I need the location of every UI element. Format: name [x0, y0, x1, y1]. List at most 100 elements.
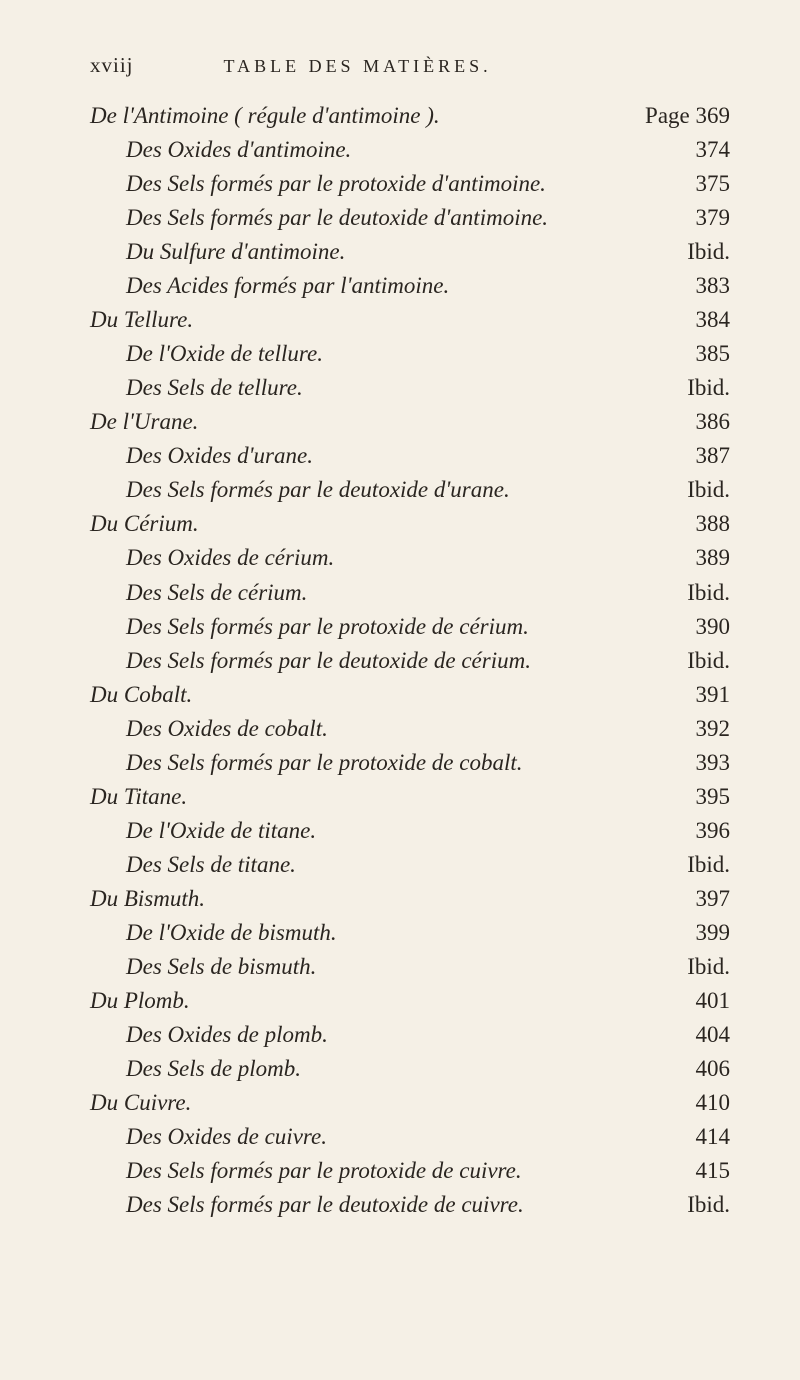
- toc-entry: Des Sels formés par le protoxide de coba…: [90, 746, 730, 780]
- toc-entry-text: Du Sulfure d'antimoine.: [126, 235, 660, 269]
- toc-entry-text: Des Sels formés par le deutoxide de cuiv…: [126, 1188, 660, 1222]
- toc-entry-text: De l'Oxide de titane.: [126, 814, 660, 848]
- toc-entry-text: De l'Oxide de bismuth.: [126, 916, 660, 950]
- toc-entry: Des Sels formés par le deutoxide d'antim…: [90, 201, 730, 235]
- toc-entry-text: Des Sels formés par le protoxide de coba…: [126, 746, 660, 780]
- toc-entry-page: 395: [660, 780, 730, 814]
- toc-entry-page: Ibid.: [660, 576, 730, 610]
- toc-entry-page: 399: [660, 916, 730, 950]
- toc-entry-text: Des Sels formés par le deutoxide d'urane…: [126, 473, 660, 507]
- toc-entry-page: 386: [660, 405, 730, 439]
- toc-entry-text: Des Oxides d'antimoine.: [126, 133, 660, 167]
- toc-entry: Des Sels formés par le deutoxide de céri…: [90, 644, 730, 678]
- toc-entry: Des Oxides de cuivre.414: [90, 1120, 730, 1154]
- toc-entry-page: 384: [660, 303, 730, 337]
- toc-entry-page: 388: [660, 507, 730, 541]
- toc-entry-text: Du Tellure.: [90, 303, 660, 337]
- toc-entry: De l'Oxide de tellure.385: [90, 337, 730, 371]
- toc-entry: Des Sels formés par le protoxide de cuiv…: [90, 1154, 730, 1188]
- toc-entry-text: De l'Antimoine ( régule d'antimoine ).: [90, 99, 637, 133]
- toc-entry-page: Ibid.: [660, 950, 730, 984]
- toc-entry: Du Titane.395: [90, 780, 730, 814]
- table-of-contents: De l'Antimoine ( régule d'antimoine ).Pa…: [90, 99, 730, 1222]
- toc-entry-page: Ibid.: [660, 644, 730, 678]
- toc-entry: Du Bismuth.397: [90, 882, 730, 916]
- toc-entry-text: Du Plomb.: [90, 984, 660, 1018]
- toc-entry: Des Sels de cérium.Ibid.: [90, 576, 730, 610]
- toc-entry-text: Du Cuivre.: [90, 1086, 660, 1120]
- toc-entry: Des Sels de tellure.Ibid.: [90, 371, 730, 405]
- toc-entry: Des Acides formés par l'antimoine.383: [90, 269, 730, 303]
- page-number-roman: xviij: [90, 50, 134, 81]
- toc-entry: De l'Antimoine ( régule d'antimoine ).Pa…: [90, 99, 730, 133]
- toc-entry-text: Des Sels de tellure.: [126, 371, 660, 405]
- toc-entry-page: 375: [660, 167, 730, 201]
- toc-entry-page: Ibid.: [660, 473, 730, 507]
- toc-entry-page: 391: [660, 678, 730, 712]
- toc-entry: Du Sulfure d'antimoine.Ibid.: [90, 235, 730, 269]
- toc-entry: Des Sels formés par le deutoxide d'urane…: [90, 473, 730, 507]
- toc-entry-text: Des Sels formés par le protoxide d'antim…: [126, 167, 660, 201]
- toc-entry: Des Sels formés par le deutoxide de cuiv…: [90, 1188, 730, 1222]
- toc-entry-page: Ibid.: [660, 235, 730, 269]
- toc-entry: Des Oxides d'urane.387: [90, 439, 730, 473]
- toc-entry-page: Ibid.: [660, 848, 730, 882]
- toc-entry-page: 397: [660, 882, 730, 916]
- toc-entry-page: 392: [660, 712, 730, 746]
- toc-entry: Du Cérium.388: [90, 507, 730, 541]
- toc-entry-page: 389: [660, 541, 730, 575]
- toc-entry-text: Du Bismuth.: [90, 882, 660, 916]
- toc-entry-page: 401: [660, 984, 730, 1018]
- toc-entry-text: Des Oxides de plomb.: [126, 1018, 660, 1052]
- toc-entry-page: 396: [660, 814, 730, 848]
- toc-entry-page: 393: [660, 746, 730, 780]
- toc-entry: Du Tellure.384: [90, 303, 730, 337]
- toc-entry-text: Des Oxides de cuivre.: [126, 1120, 660, 1154]
- toc-entry: Des Oxides d'antimoine.374: [90, 133, 730, 167]
- toc-entry-text: Des Sels de cérium.: [126, 576, 660, 610]
- toc-entry-page: Ibid.: [660, 1188, 730, 1222]
- toc-entry-page: 406: [660, 1052, 730, 1086]
- toc-entry-text: De l'Urane.: [90, 405, 660, 439]
- page-title: TABLE DES MATIÈRES.: [224, 53, 492, 80]
- toc-entry-page: 387: [660, 439, 730, 473]
- toc-entry: Du Cuivre.410: [90, 1086, 730, 1120]
- toc-entry: Des Sels de bismuth.Ibid.: [90, 950, 730, 984]
- toc-entry: Des Sels formés par le protoxide d'antim…: [90, 167, 730, 201]
- toc-entry-page: 404: [660, 1018, 730, 1052]
- toc-entry-text: Des Oxides d'urane.: [126, 439, 660, 473]
- toc-entry-text: Des Sels formés par le deutoxide de céri…: [126, 644, 660, 678]
- toc-entry: Des Oxides de cérium.389: [90, 541, 730, 575]
- toc-entry-text: Des Sels de titane.: [126, 848, 660, 882]
- toc-entry-page: 374: [660, 133, 730, 167]
- toc-entry-text: Du Titane.: [90, 780, 660, 814]
- toc-entry-text: Des Sels formés par le deutoxide d'antim…: [126, 201, 660, 235]
- toc-entry: Du Plomb.401: [90, 984, 730, 1018]
- toc-entry-text: Des Sels de bismuth.: [126, 950, 660, 984]
- toc-entry: Des Oxides de cobalt.392: [90, 712, 730, 746]
- toc-entry-page: 415: [660, 1154, 730, 1188]
- toc-entry-text: Des Sels de plomb.: [126, 1052, 660, 1086]
- toc-entry-page: 414: [660, 1120, 730, 1154]
- toc-entry-text: Des Sels formés par le protoxide de cuiv…: [126, 1154, 660, 1188]
- toc-entry-text: Des Sels formés par le protoxide de céri…: [126, 610, 660, 644]
- toc-entry: De l'Oxide de bismuth.399: [90, 916, 730, 950]
- toc-entry-text: Des Oxides de cérium.: [126, 541, 660, 575]
- toc-entry-text: Du Cérium.: [90, 507, 660, 541]
- toc-entry-page: 379: [660, 201, 730, 235]
- toc-entry-page: 390: [660, 610, 730, 644]
- toc-entry-page: Page 369: [637, 99, 730, 133]
- toc-entry-text: De l'Oxide de tellure.: [126, 337, 660, 371]
- toc-entry-text: Des Oxides de cobalt.: [126, 712, 660, 746]
- page-header: xviij TABLE DES MATIÈRES.: [90, 50, 730, 81]
- toc-entry: Des Sels de titane.Ibid.: [90, 848, 730, 882]
- toc-entry: Des Oxides de plomb.404: [90, 1018, 730, 1052]
- toc-entry: Des Sels de plomb.406: [90, 1052, 730, 1086]
- toc-entry-page: 383: [660, 269, 730, 303]
- toc-entry: De l'Oxide de titane.396: [90, 814, 730, 848]
- toc-entry: Du Cobalt.391: [90, 678, 730, 712]
- toc-entry-page: 410: [660, 1086, 730, 1120]
- toc-entry-text: Des Acides formés par l'antimoine.: [126, 269, 660, 303]
- toc-entry: Des Sels formés par le protoxide de céri…: [90, 610, 730, 644]
- toc-entry-page: Ibid.: [660, 371, 730, 405]
